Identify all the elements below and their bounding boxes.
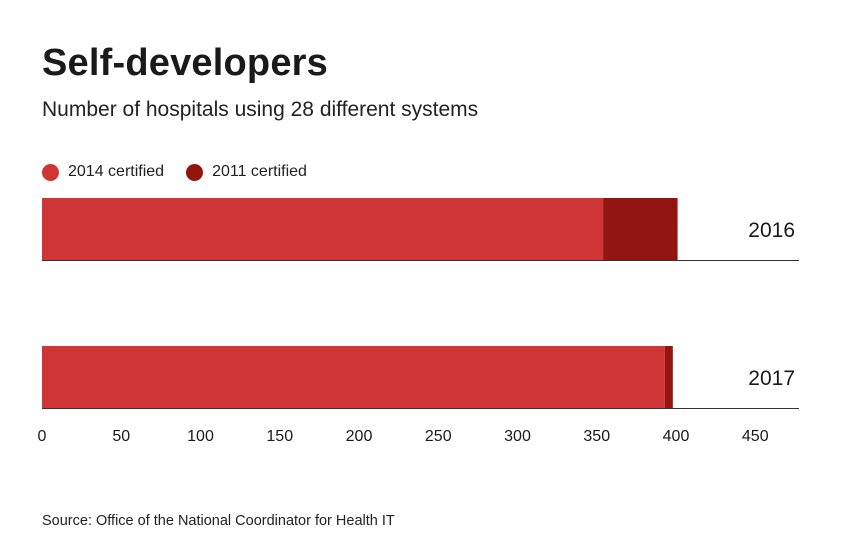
x-tick-label-250: 250 bbox=[425, 428, 452, 445]
legend-swatch-2011-certified bbox=[186, 163, 204, 181]
legend-label-2014-certified: 2014 certified bbox=[68, 163, 165, 180]
x-tick-label-200: 200 bbox=[346, 428, 373, 445]
legend-label-2011-certified: 2011 certified bbox=[212, 163, 307, 180]
x-tick-label-100: 100 bbox=[187, 428, 214, 445]
bar-2017-2014-certified bbox=[42, 346, 665, 408]
category-label-2017: 2017 bbox=[748, 367, 795, 390]
source-note: Source: Office of the National Coordinat… bbox=[42, 513, 395, 529]
legend-item-2011-certified: 2011 certified bbox=[186, 163, 307, 181]
x-tick-label-150: 150 bbox=[266, 428, 293, 445]
legend-item-2014-certified: 2014 certified bbox=[42, 163, 164, 181]
chart-subtitle: Number of hospitals using 28 different s… bbox=[42, 98, 479, 121]
chart-title: Self-developers bbox=[42, 42, 328, 84]
x-tick-label-0: 0 bbox=[38, 428, 47, 445]
x-tick-label-450: 450 bbox=[742, 428, 769, 445]
legend-swatch-2014-certified bbox=[42, 163, 59, 181]
bar-2016-2014-certified bbox=[42, 198, 604, 260]
legend: 2014 certified 2011 certified bbox=[42, 163, 329, 181]
x-tick-label-300: 300 bbox=[504, 428, 531, 445]
bar-2017-2011-certified bbox=[664, 346, 673, 408]
x-tick-label-400: 400 bbox=[663, 428, 690, 445]
x-tick-label-50: 50 bbox=[112, 428, 130, 445]
category-label-2016: 2016 bbox=[748, 219, 795, 242]
bar-2016-2011-certified bbox=[603, 198, 678, 260]
x-tick-label-350: 350 bbox=[583, 428, 610, 445]
